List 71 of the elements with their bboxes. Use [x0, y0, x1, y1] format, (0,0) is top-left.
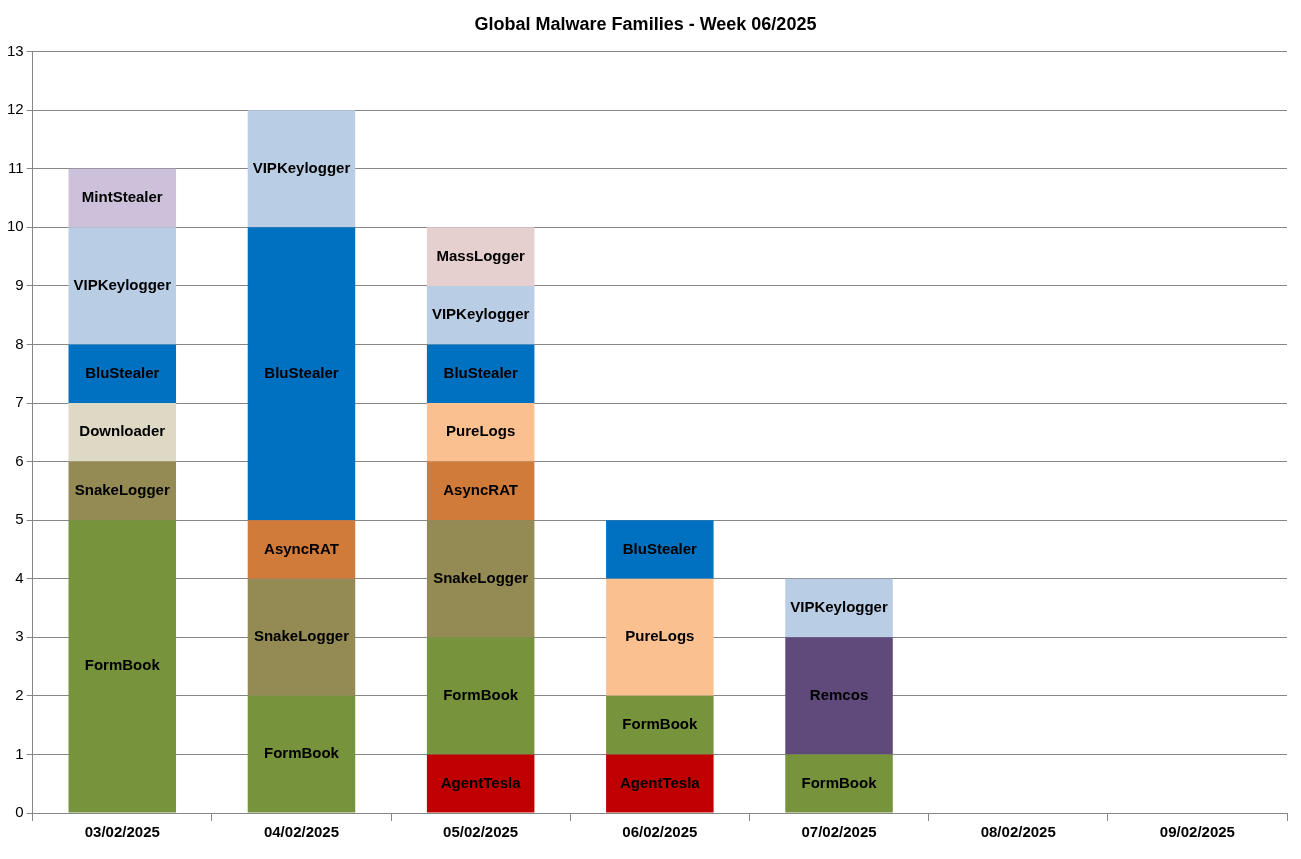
- bar: [785, 754, 893, 813]
- text: VIPKeylogger: [790, 598, 888, 616]
- series-label: SnakeLogger: [253, 627, 350, 645]
- y-tick-label: 4: [15, 568, 24, 586]
- series-label: FormBook: [263, 744, 340, 762]
- chart-title: Global Malware Families - Week 06/2025: [474, 13, 817, 34]
- series-label: MassLogger: [436, 246, 525, 264]
- series-label: Remcos: [809, 686, 869, 703]
- bar: [247, 695, 356, 813]
- series-label: BluStealer: [443, 363, 518, 381]
- text: FormBook: [801, 773, 877, 791]
- bar: [247, 578, 356, 696]
- text: SnakeLogger: [433, 568, 529, 586]
- bar: [68, 227, 177, 345]
- bar: [68, 344, 177, 404]
- text: AsyncRAT: [443, 481, 519, 499]
- bar: [247, 520, 356, 579]
- bar: [426, 403, 535, 462]
- bar: [426, 461, 535, 521]
- series-label: AsyncRAT: [264, 539, 339, 557]
- y-tick-label: 12: [7, 100, 24, 118]
- bar: [426, 227, 535, 286]
- bar: [68, 520, 177, 813]
- text: VIPKeylogger: [73, 276, 172, 294]
- text: PureLogs: [625, 627, 695, 645]
- x-tick-label: 03/02/2025: [84, 823, 160, 841]
- x-tick-label: 05/02/2025: [443, 823, 519, 841]
- y-tick-label: 1: [15, 744, 24, 762]
- series-label: PureLogs: [446, 422, 516, 440]
- bar: [426, 637, 535, 755]
- text: AgentTesla: [619, 773, 700, 791]
- bar: [426, 344, 535, 404]
- bar: [606, 578, 714, 696]
- series-label: MintStealer: [81, 188, 163, 206]
- text: FormBook: [443, 686, 519, 703]
- y-tick-label: 0: [15, 803, 24, 821]
- bar: [785, 637, 893, 755]
- text: BluStealer: [264, 363, 339, 381]
- y-tick-label: 3: [15, 627, 24, 645]
- x-tick-label: 06/02/2025: [622, 823, 698, 841]
- y-tick-label: 7: [15, 393, 24, 411]
- series-label: AgentTesla: [440, 773, 522, 791]
- text: SnakeLogger: [74, 481, 170, 499]
- y-tick-label: 2: [15, 686, 24, 703]
- x-tick-label: 07/02/2025: [801, 823, 877, 841]
- y-tick-label: 6: [15, 451, 24, 469]
- x-tick-label: 04/02/2025: [263, 823, 340, 841]
- bar: [68, 168, 177, 228]
- bar: [68, 403, 177, 462]
- bar: [247, 110, 356, 228]
- y-tick-label: 9: [15, 276, 24, 294]
- text: VIPKeylogger: [431, 305, 530, 323]
- bar: [247, 227, 356, 521]
- text: BluStealer: [622, 539, 697, 557]
- text: BluStealer: [85, 363, 160, 381]
- y-tick-label: 13: [7, 41, 24, 59]
- bar: [606, 695, 714, 755]
- y-tick-label: 11: [8, 158, 24, 176]
- bar: [606, 520, 714, 579]
- series-label: VIPKeylogger: [252, 158, 351, 176]
- text: FormBook: [84, 656, 160, 674]
- series-label: Downloader: [79, 422, 166, 440]
- x-tick-label: 08/02/2025: [980, 823, 1056, 841]
- y-tick-label: 8: [15, 334, 24, 352]
- text: FormBook: [622, 715, 698, 733]
- y-tick-label: 10: [7, 217, 24, 235]
- x-tick-label: 09/02/2025: [1159, 823, 1235, 841]
- bar: [426, 520, 535, 638]
- bar: [426, 754, 535, 813]
- bar: [606, 754, 714, 813]
- y-tick-label: 5: [15, 510, 24, 528]
